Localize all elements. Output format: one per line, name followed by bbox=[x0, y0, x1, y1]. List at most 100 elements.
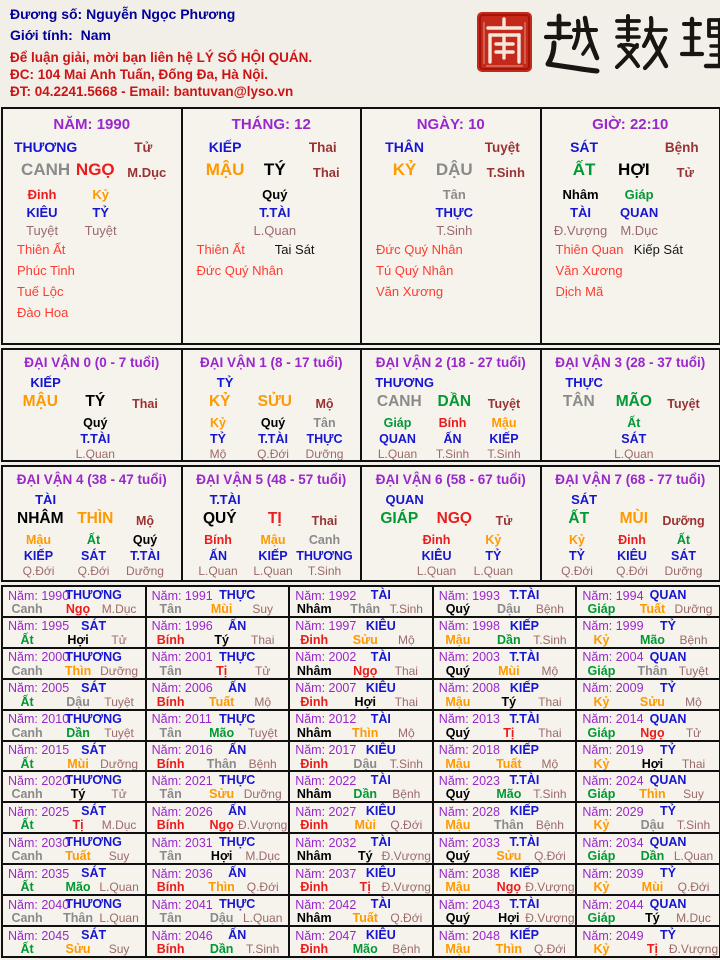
pillar-main-line: KỶ DẬU T.Sinh bbox=[362, 160, 540, 180]
year-stage: Thai bbox=[394, 663, 418, 678]
year-stage: Bệnh bbox=[535, 818, 564, 833]
year-label: Năm: 2033 bbox=[438, 835, 500, 850]
year-label: Năm: 2046 bbox=[151, 928, 213, 943]
daivan-cell-2: ĐẠI VẬN 2 (18 - 27 tuổi) THƯƠNG CANH DẦN Tuy… bbox=[362, 350, 540, 460]
year-stem: Tân bbox=[159, 602, 182, 616]
year-stem: Ất bbox=[20, 632, 34, 647]
year-main-line: Tân Dậu L.Quan bbox=[147, 911, 289, 925]
year-label: Năm: 1998 bbox=[438, 619, 500, 634]
daivan-main-line: GIÁP NGỌ Tử bbox=[362, 509, 540, 528]
pillar-god-line: KIẾP Thai bbox=[183, 138, 361, 155]
year-label: Năm: 2043 bbox=[438, 897, 500, 912]
owner-name: Nguyễn Ngọc Phương bbox=[86, 6, 236, 22]
year-stem: Canh bbox=[11, 849, 43, 864]
year-cell: Năm: 2015 SÁT Ất Mùi Dưỡng bbox=[3, 741, 145, 771]
star-item: Đào Hoa bbox=[17, 305, 69, 320]
year-cell: Năm: 2003 T.TÀI Quý Mùi Mộ bbox=[433, 648, 576, 678]
daivan-title: ĐẠI VẬN 4 (38 - 47 tuổi) bbox=[16, 472, 167, 487]
year-cell: Năm: 2016 ẤN Bính Thân Bệnh bbox=[146, 741, 289, 771]
year-stem: Bính bbox=[156, 694, 185, 709]
daivan-hidden-stem-row: Mậu Ất Quý bbox=[3, 532, 181, 547]
gender-value: Nam bbox=[80, 27, 111, 43]
year-label: Năm: 1997 bbox=[295, 619, 357, 634]
daivan-god-line: QUAN bbox=[362, 491, 540, 507]
daivan-hidden-stem-row: Đinh Kỷ bbox=[362, 532, 540, 547]
seal-icon bbox=[476, 10, 533, 74]
star-item: Tú Quý Nhân bbox=[376, 263, 454, 278]
year-god-line: T.TÀI bbox=[434, 650, 576, 664]
year-cell: Năm: 2012 TÀI Nhâm Thìn Mộ bbox=[290, 710, 432, 740]
year-label: Năm: 2049 bbox=[582, 928, 644, 943]
year-cell: Năm: 2028 KIẾP Mậu Thân Bệnh bbox=[433, 803, 576, 833]
branch-text: MÙI bbox=[619, 510, 649, 527]
year-stage: Thai bbox=[681, 756, 706, 771]
year-main-line: Tân Hợi M.Dục bbox=[147, 849, 289, 863]
year-god-line: KIẾP bbox=[434, 928, 576, 942]
year-god: T.TÀI bbox=[509, 588, 540, 602]
hidden-stem: Tân bbox=[313, 416, 336, 430]
stem-text: MẬU bbox=[205, 160, 245, 179]
star-item: Phúc Tinh bbox=[17, 263, 75, 278]
stage-text: Dưỡng bbox=[662, 514, 705, 528]
year-cell: Năm: 2002 TÀI Nhâm Ngọ Thai bbox=[290, 648, 432, 678]
daivan-hidden-stage-row: Mộ Q.Đới Dưỡng bbox=[183, 446, 361, 460]
year-god-line: TÀI bbox=[290, 897, 432, 911]
stage-text: Thai bbox=[132, 397, 158, 411]
hidden-stem: Kỷ bbox=[210, 416, 226, 430]
hidden-stage: L.Quan bbox=[253, 564, 293, 578]
hidden-stage: L.Quan bbox=[473, 564, 514, 578]
year-god-line: TỶ bbox=[577, 619, 719, 633]
year-main-line: Quý Mùi Mộ bbox=[434, 664, 576, 678]
pillar-god-stage: Tử bbox=[134, 140, 153, 155]
year-god: KIẾP bbox=[509, 742, 539, 757]
year-main-line: Quý Sửu Q.Đới bbox=[434, 849, 576, 863]
year-stem: Nhâm bbox=[296, 663, 332, 678]
year-label: Năm: 2018 bbox=[438, 743, 500, 758]
year-main-line: Canh Tý Tử bbox=[3, 787, 145, 801]
year-god: TỶ bbox=[660, 928, 677, 943]
daivan-main-line: NHÂM THÌN Mộ bbox=[3, 509, 181, 528]
year-branch: Ngọ bbox=[65, 602, 91, 616]
year-god-line: QUAN bbox=[577, 650, 719, 664]
hidden-god: T.TÀI bbox=[259, 205, 291, 220]
year-god-line: KIÊU bbox=[290, 866, 432, 880]
year-main-line: Ất Dậu Tuyệt bbox=[3, 695, 145, 709]
year-cell: Năm: 2024 QUAN Giáp Thìn Suy bbox=[577, 772, 719, 802]
daivan-title: ĐẠI VẬN 5 (48 - 57 tuổi) bbox=[196, 472, 347, 487]
year-god-line: QUAN bbox=[577, 835, 719, 849]
year-god-line: THƯƠNG bbox=[3, 773, 145, 787]
pillar-god-line: SÁT Bệnh bbox=[542, 138, 720, 155]
year-stage: Tử bbox=[111, 632, 127, 647]
stage-text: Tuyệt bbox=[667, 397, 700, 411]
year-main-line: Nhâm Ngọ Thai bbox=[290, 664, 432, 678]
year-god: QUAN bbox=[649, 773, 687, 788]
daivan-god-line: TỶ bbox=[183, 374, 361, 390]
year-main-line: Giáp Tuất Dưỡng bbox=[577, 602, 719, 616]
pillar-hidden-god-row: THỰC bbox=[362, 204, 540, 220]
year-stem: Giáp bbox=[587, 663, 616, 678]
year-cell: Năm: 1998 KIẾP Mậu Dần T.Sinh bbox=[433, 617, 576, 647]
year-label: Năm: 2031 bbox=[151, 835, 213, 850]
year-stage: Tuyệt bbox=[104, 694, 134, 709]
year-stem: Quý bbox=[445, 911, 471, 926]
year-branch: Dậu bbox=[66, 694, 90, 709]
year-cell: Năm: 2011 THỰC Tân Mão Tuyệt bbox=[146, 710, 289, 740]
year-main-line: Kỷ Mão Bệnh bbox=[577, 633, 719, 647]
hidden-stage: L.Quan bbox=[253, 223, 297, 238]
year-branch: Thìn bbox=[495, 942, 523, 956]
pillar-hidden-stage-row: Đ.Vượng M.Dục bbox=[542, 222, 720, 238]
year-stem: Tân bbox=[159, 663, 182, 678]
pillar-cell-day: NGÀY: 10 THÂN Tuyệt KỶ DẬU T.Sinh Tân THỰC T.Sin… bbox=[362, 109, 540, 343]
year-branch: Sửu bbox=[65, 942, 91, 956]
year-branch: Mão bbox=[352, 942, 378, 956]
hidden-stage: Q.Đới bbox=[77, 564, 110, 578]
year-god: ẤN bbox=[228, 804, 247, 819]
pillars-table: NĂM: 1990 THƯƠNG Tử CANH NGỌ M.Dục Đinh Kỷ KIÊU T… bbox=[1, 107, 720, 345]
year-god: KIÊU bbox=[365, 928, 396, 943]
daivan-god: THỰC bbox=[565, 375, 603, 390]
year-stem: Đinh bbox=[300, 756, 329, 771]
year-god-line: KIÊU bbox=[290, 681, 432, 695]
daivan-hidden-stem-row: Quý bbox=[3, 415, 181, 430]
year-god: SÁT bbox=[81, 866, 107, 881]
hidden-god: QUAN bbox=[379, 432, 416, 446]
